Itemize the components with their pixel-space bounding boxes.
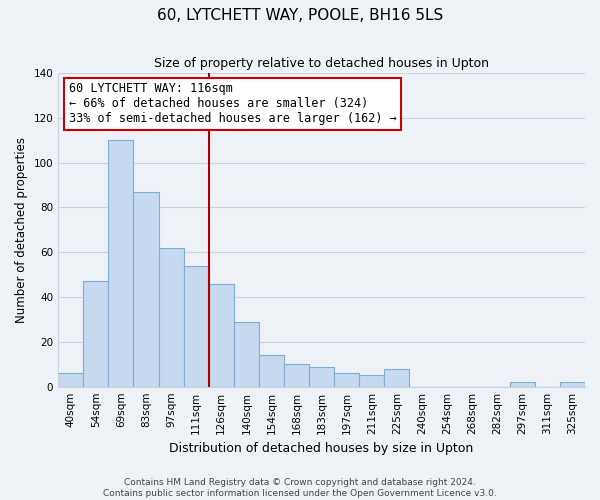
Text: Contains HM Land Registry data © Crown copyright and database right 2024.
Contai: Contains HM Land Registry data © Crown c… xyxy=(103,478,497,498)
Bar xyxy=(133,192,158,386)
Title: Size of property relative to detached houses in Upton: Size of property relative to detached ho… xyxy=(154,58,489,70)
Bar xyxy=(158,248,184,386)
Bar xyxy=(359,376,385,386)
Bar xyxy=(284,364,309,386)
Bar xyxy=(209,284,234,387)
Bar xyxy=(259,356,284,386)
Text: 60, LYTCHETT WAY, POOLE, BH16 5LS: 60, LYTCHETT WAY, POOLE, BH16 5LS xyxy=(157,8,443,22)
Bar xyxy=(234,322,259,386)
X-axis label: Distribution of detached houses by size in Upton: Distribution of detached houses by size … xyxy=(169,442,474,455)
Bar xyxy=(510,382,535,386)
Bar xyxy=(309,366,334,386)
Bar xyxy=(83,282,109,387)
Bar xyxy=(58,373,83,386)
Bar xyxy=(334,373,359,386)
Bar xyxy=(184,266,209,386)
Bar xyxy=(385,369,409,386)
Text: 60 LYTCHETT WAY: 116sqm
← 66% of detached houses are smaller (324)
33% of semi-d: 60 LYTCHETT WAY: 116sqm ← 66% of detache… xyxy=(69,82,397,126)
Bar xyxy=(560,382,585,386)
Bar xyxy=(109,140,133,386)
Y-axis label: Number of detached properties: Number of detached properties xyxy=(15,137,28,323)
